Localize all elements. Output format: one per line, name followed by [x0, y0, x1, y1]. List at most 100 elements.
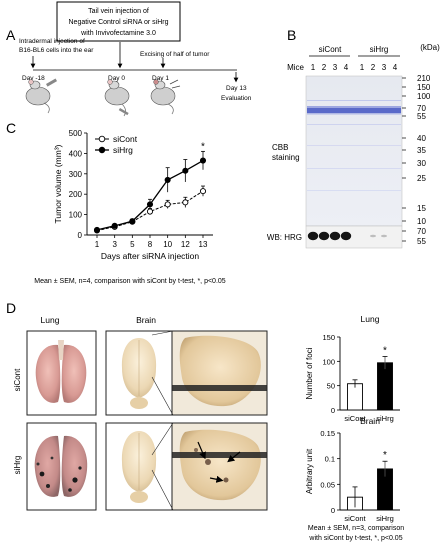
- marker-label: 35: [417, 146, 426, 155]
- mouse-illustration: [104, 79, 130, 117]
- row-label-sihrg: siHrg: [13, 456, 22, 475]
- data-point: [146, 201, 154, 208]
- panel-d-caption-line1: Mean ± SEM, n=3, comparison: [308, 525, 404, 532]
- y-tick-label: 0.1: [325, 455, 335, 464]
- lung-foci-chart: Lung 0 50 100 150 Number of foci siCont siHrg *: [305, 314, 400, 423]
- cbb-label-line2: staining: [272, 153, 300, 162]
- lung-photo-sicont: [26, 330, 97, 416]
- y-axis-label: Arbitrary unit: [305, 448, 314, 494]
- y-tick-label: 200: [69, 190, 83, 199]
- tail-vein-line3: with Invivofectamine 3.0: [80, 30, 156, 37]
- x-tick-label: 3: [112, 240, 117, 249]
- marker-label: 25: [417, 174, 426, 183]
- y-tick-label: 0.15: [320, 429, 335, 438]
- legend-label: siHrg: [113, 145, 133, 155]
- y-tick-label: 500: [69, 129, 83, 138]
- x-axis-label: Days after siRNA injection: [101, 251, 200, 261]
- cbb-label-line1: CBB: [272, 143, 288, 152]
- significance-star: *: [201, 141, 205, 152]
- tail-vein-line2: Negative Control siRNA or siHrg: [69, 19, 169, 26]
- x-tick-label: siHrg: [376, 414, 394, 423]
- lane-number: 1: [360, 63, 365, 72]
- y-axis-label: Tumor volume (mm³): [53, 144, 63, 223]
- day-label: Day 1: [152, 75, 169, 82]
- y-tick-label: 100: [322, 357, 335, 366]
- legend-marker: [98, 146, 106, 154]
- x-tick-label: 8: [148, 240, 153, 249]
- metastasis-arrow: [227, 451, 241, 463]
- marker-label: 70: [417, 227, 426, 236]
- lane-number: 3: [382, 63, 387, 72]
- y-axis-label: Number of foci: [305, 347, 314, 399]
- brain-photo-sihrg: [105, 422, 174, 511]
- significance-star: *: [383, 345, 387, 356]
- x-tick-label: siCont: [344, 514, 366, 523]
- x-tick-label: 13: [199, 240, 208, 249]
- panel-a-letter: A: [6, 27, 16, 43]
- significance-star: *: [383, 450, 387, 461]
- tail-vein-line1: Tail vein injection of: [88, 8, 149, 15]
- wb-band: [307, 231, 319, 241]
- y-tick-label: 300: [69, 170, 83, 179]
- zoom-connector: [151, 469, 174, 511]
- data-point: [199, 157, 207, 164]
- data-point: [199, 188, 207, 195]
- y-tick-label: 100: [69, 211, 83, 220]
- marker-label: 55: [417, 237, 426, 246]
- lane-number: 2: [322, 63, 327, 72]
- data-point: [182, 199, 189, 206]
- chart-title: Lung: [361, 314, 380, 324]
- data-point: [146, 208, 154, 215]
- day-label: Day 0: [108, 75, 125, 82]
- zoom-connector: [151, 330, 174, 336]
- x-tick-label: 5: [130, 240, 135, 249]
- data-point: [129, 218, 136, 225]
- marker-label: 40: [417, 134, 426, 143]
- data-point: [111, 222, 118, 229]
- y-tick-label: 0: [78, 231, 83, 240]
- marker-label: 100: [417, 92, 431, 101]
- wb-blot-image: [305, 225, 403, 249]
- lung-photo-sihrg: [26, 422, 97, 511]
- brain-zoom-sihrg: [171, 422, 268, 511]
- panel-c-letter: C: [6, 120, 16, 136]
- marker-label: 210: [417, 74, 431, 83]
- group-label-sicont: siCont: [319, 45, 342, 54]
- marker-label: 10: [417, 217, 426, 226]
- wb-band-faint: [370, 234, 376, 238]
- panel-b-letter: B: [287, 27, 296, 43]
- day-label: Day -18: [22, 75, 45, 82]
- brain-photo-sicont: [105, 330, 174, 416]
- legend-marker: [98, 135, 106, 143]
- metastasis-arrow: [197, 441, 206, 460]
- mice-label: Mice: [287, 63, 304, 72]
- panel-c-caption: Mean ± SEM, n=4, comparison with siCont …: [34, 278, 225, 285]
- group-label-sihrg: siHrg: [370, 45, 389, 54]
- x-tick-label: 1: [95, 240, 100, 249]
- day-label: Day 13: [226, 85, 247, 92]
- lane-number: 1: [311, 63, 316, 72]
- wb-band-faint: [381, 234, 387, 238]
- intradermal-line2: B16-BL6 cells into the ear: [19, 47, 94, 54]
- brain-zoom-sicont: [171, 330, 268, 416]
- kda-label: (kDa): [420, 43, 440, 52]
- cbb-main-band: [307, 108, 401, 113]
- chart-title: Brain: [360, 416, 380, 426]
- tail-vein-box: [56, 1, 181, 42]
- marker-label: 55: [417, 112, 426, 121]
- wb-band: [318, 231, 330, 241]
- data-point: [93, 226, 101, 233]
- wb-label: WB: HRG: [267, 233, 302, 242]
- evaluation-label: Evaluation: [221, 95, 252, 102]
- panel-d-caption-line2: with siCont by t-test, *, p<0.05: [308, 535, 402, 542]
- brain-photo-label: Brain: [136, 315, 156, 325]
- lane-number: 3: [333, 63, 338, 72]
- intradermal-line1: Intradermal injection of: [19, 38, 85, 45]
- legend-label: siCont: [113, 134, 138, 144]
- y-tick-label: 50: [327, 382, 335, 391]
- lane-number: 4: [344, 63, 349, 72]
